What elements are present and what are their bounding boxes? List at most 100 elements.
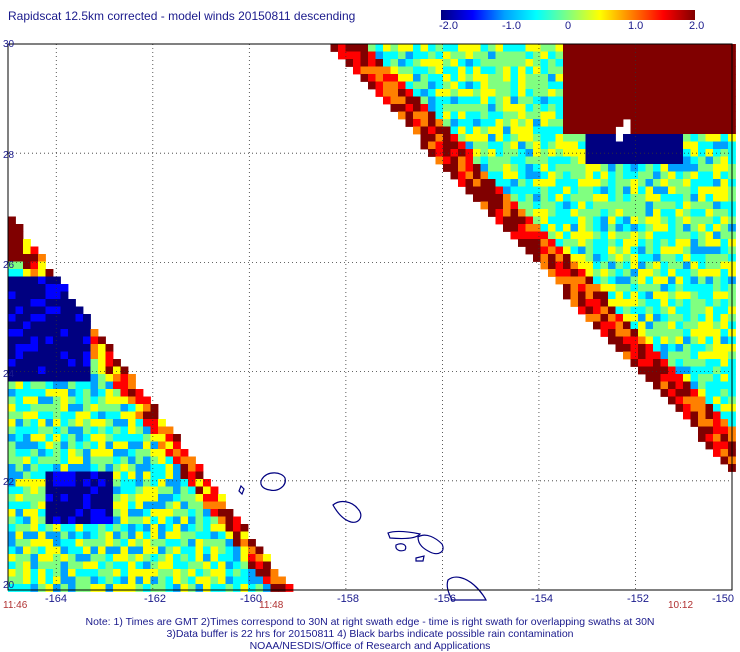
wind-cell [450,119,459,127]
wind-cell [540,111,549,120]
wind-cell [593,104,601,112]
wind-cell [720,374,729,382]
wind-cell [683,134,691,142]
wind-cell [143,531,151,540]
wind-cell [8,254,16,262]
wind-cell [653,156,661,165]
wind-cell [600,96,609,105]
wind-cell [120,366,129,375]
wind-cell [623,306,631,315]
wind-cell [165,539,174,547]
wind-cell [698,434,706,442]
wind-cell [638,81,646,90]
wind-cell [623,261,631,270]
wind-cell [713,336,721,345]
wind-cell [105,509,114,517]
wind-cell [690,81,699,90]
wind-cell [218,554,226,562]
wind-cell [608,246,616,255]
wind-cell [585,269,594,277]
wind-cell [120,561,129,570]
wind-cell [675,194,684,202]
wind-cell [518,104,526,112]
wind-cell [683,81,691,90]
wind-cell [630,194,639,202]
wind-cell [465,81,474,90]
wind-cell [128,554,136,562]
wind-cell [705,51,714,60]
wind-cell [90,374,99,382]
wind-cell [638,201,646,210]
wind-cell [38,329,46,337]
wind-cell [90,366,99,375]
wind-cell [600,246,609,255]
wind-cell [705,254,714,262]
wind-cell [158,531,166,540]
wind-cell [113,396,121,405]
wind-cell [668,381,676,390]
wind-cell [53,531,61,540]
wind-cell [540,104,549,112]
wind-cell [98,404,106,412]
wind-cell [8,471,16,480]
wind-cell [480,59,489,67]
wind-cell [53,366,61,375]
wind-cell [173,509,181,517]
wind-cell [53,561,61,570]
wind-cell [720,314,729,322]
wind-cell [473,96,481,105]
wind-cell [188,539,196,547]
wind-cell [623,216,631,225]
wind-cell [188,486,196,495]
wind-cell [653,96,661,105]
wind-cell [630,141,639,150]
wind-cell [675,224,684,232]
wind-cell [660,209,669,217]
wind-cell [218,539,226,547]
wind-cell [23,509,31,517]
wind-cell [150,471,159,480]
wind-cell [68,419,76,427]
wind-cell [285,584,294,592]
wind-cell [105,464,114,472]
wind-cell [660,269,669,277]
wind-cell [473,164,481,172]
wind-cell [23,584,31,592]
wind-cell [555,156,564,165]
wind-cell [188,516,196,525]
wind-cell [585,276,594,285]
island-lanai [395,543,407,552]
wind-cell [645,344,654,352]
lon-label: -158 [337,593,360,605]
wind-cell [653,306,661,315]
wind-cell [615,336,624,345]
wind-cell [435,74,444,82]
wind-cell [548,126,556,135]
wind-cell [720,179,729,187]
wind-cell [60,516,69,525]
wind-cell [75,546,84,555]
wind-cell [75,516,84,525]
wind-cell [720,201,729,210]
wind-cell [698,269,706,277]
wind-cell [548,44,556,52]
wind-cell [173,486,181,495]
wind-cell [675,96,684,105]
wind-cell [150,404,159,412]
wind-cell [690,179,699,187]
wind-cell [660,374,669,382]
wind-cell [23,404,31,412]
wind-cell [645,276,654,285]
wind-cell [180,501,189,510]
wind-cell [578,201,586,210]
wind-cell [413,111,421,120]
wind-cell [608,186,616,195]
wind-cell [705,351,714,360]
wind-cell [713,119,721,127]
wind-cell [645,359,654,367]
wind-cell [105,419,114,427]
wind-cell [173,576,181,585]
wind-cell [158,539,166,547]
wind-cell [195,576,204,585]
wind-cell [600,321,609,330]
